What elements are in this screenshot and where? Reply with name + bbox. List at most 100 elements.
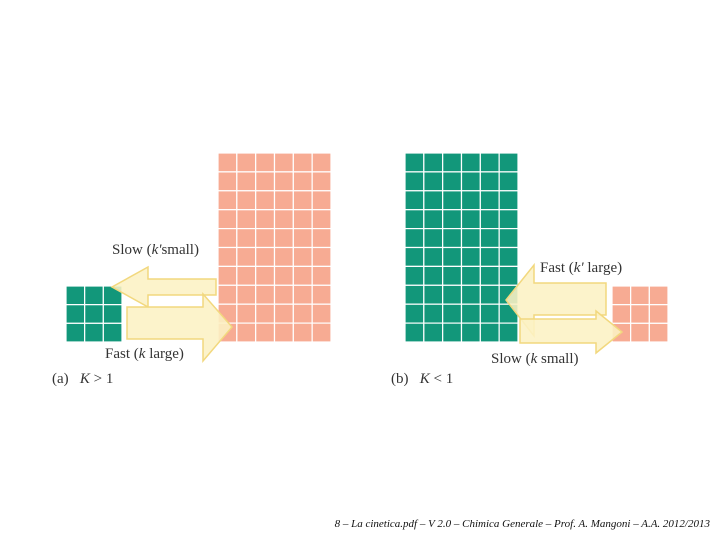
grid-cell [404,322,425,343]
grid-cell [292,303,313,324]
grid-cell [479,303,500,324]
grid-cell [236,228,257,249]
panel-b-label: (b) K < 1 [391,371,454,387]
grid-cell [255,322,276,343]
grid-cell [442,246,463,267]
grid-cell [423,190,444,211]
grid-cell [311,265,332,286]
grid-cell [648,322,669,343]
grid-cell [273,152,294,173]
grid-cell [498,171,519,192]
grid-cell [404,303,425,324]
grid-cell [479,152,500,173]
grid-cell [255,303,276,324]
grid-cell [479,322,500,343]
grid-cell [498,228,519,249]
grid-cell [423,303,444,324]
grid-cell [442,190,463,211]
grid-cell [236,171,257,192]
grid-cell [292,322,313,343]
grid-cell [423,265,444,286]
grid-cell [479,209,500,230]
grid-cell [217,190,238,211]
grid-cell [273,228,294,249]
grid-cell [292,171,313,192]
grid-cell [404,246,425,267]
reactant-grid-a [65,285,123,343]
grid-cell [404,209,425,230]
grid-cell [292,265,313,286]
grid-cell [102,322,123,343]
grid-cell [479,284,500,305]
grid-cell [404,228,425,249]
grid-cell [236,303,257,324]
grid-cell [236,265,257,286]
grid-cell [217,246,238,267]
grid-cell [217,284,238,305]
grid-cell [292,246,313,267]
grid-cell [273,265,294,286]
grid-cell [460,152,481,173]
grid-cell [65,322,86,343]
grid-cell [630,304,650,324]
grid-cell [423,284,444,305]
grid-cell [460,171,481,192]
grid-cell [273,246,294,267]
grid-cell [273,209,294,230]
grid-cell [273,190,294,211]
grid-cell [217,171,238,192]
grid-cell [479,171,500,192]
grid-cell [311,190,332,211]
grid-cell [217,209,238,230]
grid-cell [630,322,650,343]
grid-cell [460,265,481,286]
grid-cell [423,228,444,249]
grid-cell [65,285,86,306]
grid-cell [255,228,276,249]
grid-cell [479,246,500,267]
grid-cell [648,285,669,306]
grid-cell [236,209,257,230]
grid-cell [217,152,238,173]
slow-label-b: Slow (k small) [491,351,579,367]
grid-cell [292,209,313,230]
grid-cell [404,171,425,192]
grid-cell [611,304,632,324]
grid-cell [273,322,294,343]
grid-cell [460,246,481,267]
grid-cell [255,265,276,286]
grid-cell [423,246,444,267]
grid-cell [423,171,444,192]
grid-cell [273,284,294,305]
grid-cell [498,152,519,173]
grid-cell [442,228,463,249]
grid-cell [498,190,519,211]
grid-cell [479,265,500,286]
grid-cell [236,152,257,173]
grid-cell [311,228,332,249]
panel-a-label: (a) K > 1 [52,371,114,387]
grid-cell [255,152,276,173]
grid-cell [423,209,444,230]
grid-cell [84,322,104,343]
grid-cell [442,265,463,286]
fast-label-b: Fast (k' large) [540,260,623,276]
grid-cell [311,152,332,173]
grid-cell [84,285,104,306]
grid-cell [460,228,481,249]
grid-cell [255,171,276,192]
grid-cell [217,265,238,286]
product-grid-a [217,152,332,343]
grid-cell [404,284,425,305]
grid-cell [479,228,500,249]
grid-cell [404,190,425,211]
grid-cell [442,322,463,343]
grid-cell [630,285,650,306]
grid-cell [442,303,463,324]
grid-cell [611,285,632,306]
fast-label-a: Fast (k large) [105,346,184,362]
grid-cell [498,246,519,267]
grid-cell [404,265,425,286]
grid-cell [460,209,481,230]
